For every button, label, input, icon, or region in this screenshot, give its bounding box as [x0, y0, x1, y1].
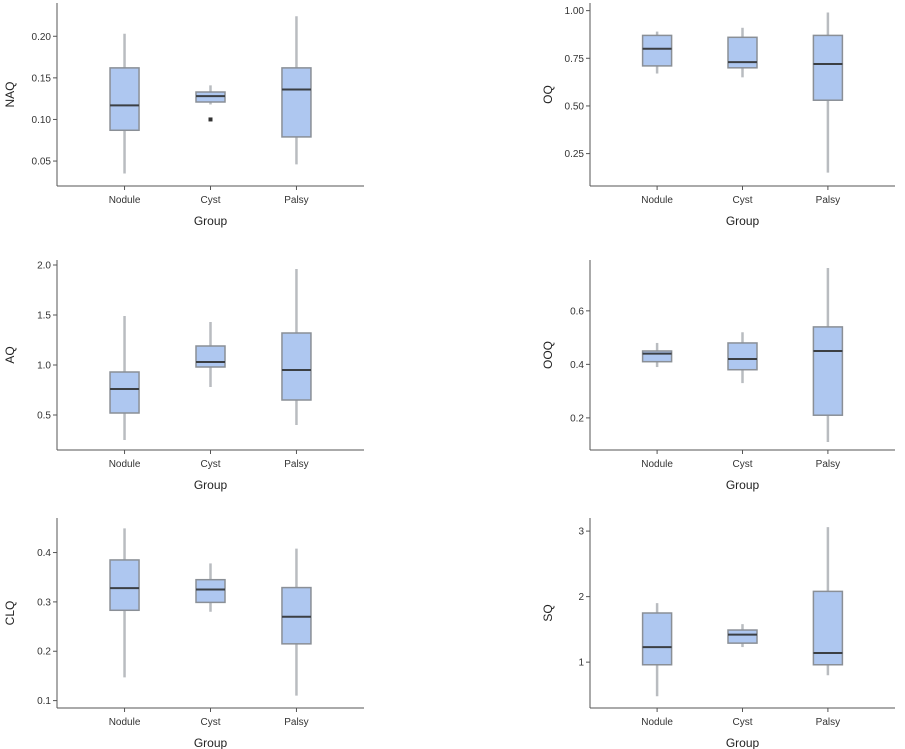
x-tick-label-nodule: Nodule [641, 717, 673, 728]
x-axis-title: Group [726, 736, 760, 749]
box-nodule [109, 371, 140, 414]
box-cyst [195, 345, 226, 368]
panel-clq: 0.1 0.2 0.3 0.4 Nodule Cyst Palsy Group CLQ [3, 518, 364, 749]
x-tick-label-palsy: Palsy [816, 459, 840, 470]
x-tick-label-palsy: Palsy [284, 717, 308, 728]
x-tick-label-cyst: Cyst [733, 459, 753, 470]
x-tick-label-nodule: Nodule [109, 459, 141, 470]
y-tick-label: 1 [578, 658, 584, 669]
y-tick-label: 1.00 [565, 6, 585, 17]
box-palsy [281, 332, 312, 401]
x-tick-label-nodule: Nodule [109, 195, 141, 206]
box-cyst [727, 342, 758, 371]
y-tick-label: 0.15 [32, 73, 52, 84]
y-tick-label: 0.05 [32, 157, 52, 168]
panel-oq: 0.25 0.50 0.75 1.00 Nodule Cyst Palsy Group OQ [541, 3, 895, 228]
panel-naq: 0.05 0.10 0.15 0.20 Nodule Cyst Palsy Group NAQ [3, 3, 364, 228]
box-nodule [641, 34, 673, 67]
y-tick-label: 2.0 [37, 261, 51, 272]
x-axis-title: Group [726, 478, 760, 492]
y-axis-title: NAQ [3, 81, 17, 107]
y-tick-label: 0.50 [565, 101, 585, 112]
y-tick-label: 0.5 [37, 411, 51, 422]
outlier-point-cyst [208, 117, 213, 122]
y-tick-label: 2 [578, 592, 584, 603]
box-palsy [812, 326, 844, 416]
y-axis-title: OOQ [541, 341, 555, 369]
y-tick-label: 0.20 [32, 32, 52, 43]
box-nodule [641, 350, 673, 363]
y-tick-label: 0.6 [570, 306, 584, 317]
x-tick-label-nodule: Nodule [641, 195, 673, 206]
y-tick-label: 0.1 [37, 696, 51, 707]
x-tick-label-nodule: Nodule [641, 459, 673, 470]
x-tick-label-cyst: Cyst [201, 717, 221, 728]
y-axis-title: AQ [3, 346, 17, 363]
y-tick-label: 0.4 [570, 360, 584, 371]
y-axis-title: OQ [541, 85, 555, 104]
x-tick-label-cyst: Cyst [201, 459, 221, 470]
y-axis-title: SQ [541, 604, 555, 621]
box-nodule [641, 612, 673, 666]
y-tick-label: 0.75 [565, 54, 585, 65]
x-axis-title: Group [194, 214, 228, 228]
x-axis-title: Group [726, 214, 760, 228]
box-cyst [195, 578, 226, 604]
y-axis-title: CLQ [3, 601, 17, 626]
x-tick-label-palsy: Palsy [284, 459, 308, 470]
y-tick-label: 0.2 [570, 413, 584, 424]
box-cyst [727, 36, 758, 69]
y-tick-label: 0.4 [37, 548, 51, 559]
x-tick-label-palsy: Palsy [284, 195, 308, 206]
box-nodule [109, 67, 140, 132]
y-tick-label: 0.2 [37, 647, 51, 658]
box-cyst [727, 629, 758, 644]
y-tick-label: 3 [578, 527, 584, 538]
panel-sq: 1 2 3 Nodule Cyst Palsy Group SQ [541, 518, 895, 749]
y-tick-label: 0.10 [32, 115, 52, 126]
x-tick-label-cyst: Cyst [733, 717, 753, 728]
y-tick-label: 0.25 [565, 149, 585, 160]
y-tick-label: 1.0 [37, 361, 51, 372]
x-tick-label-cyst: Cyst [201, 195, 221, 206]
x-axis-title: Group [194, 736, 228, 749]
x-tick-label-palsy: Palsy [816, 195, 840, 206]
y-tick-label: 1.5 [37, 311, 51, 322]
y-tick-label: 0.3 [37, 597, 51, 608]
box-palsy [812, 34, 844, 101]
x-tick-label-cyst: Cyst [733, 195, 753, 206]
box-palsy [281, 67, 312, 138]
panel-ooq: 0.2 0.4 0.6 Nodule Cyst Palsy Group OOQ [541, 260, 895, 492]
panel-aq: 0.5 1.0 1.5 2.0 Nodule Cyst Palsy Group AQ [3, 260, 364, 492]
x-axis-title: Group [194, 478, 228, 492]
x-tick-label-nodule: Nodule [109, 717, 141, 728]
x-tick-label-palsy: Palsy [816, 717, 840, 728]
box-nodule [109, 559, 140, 612]
